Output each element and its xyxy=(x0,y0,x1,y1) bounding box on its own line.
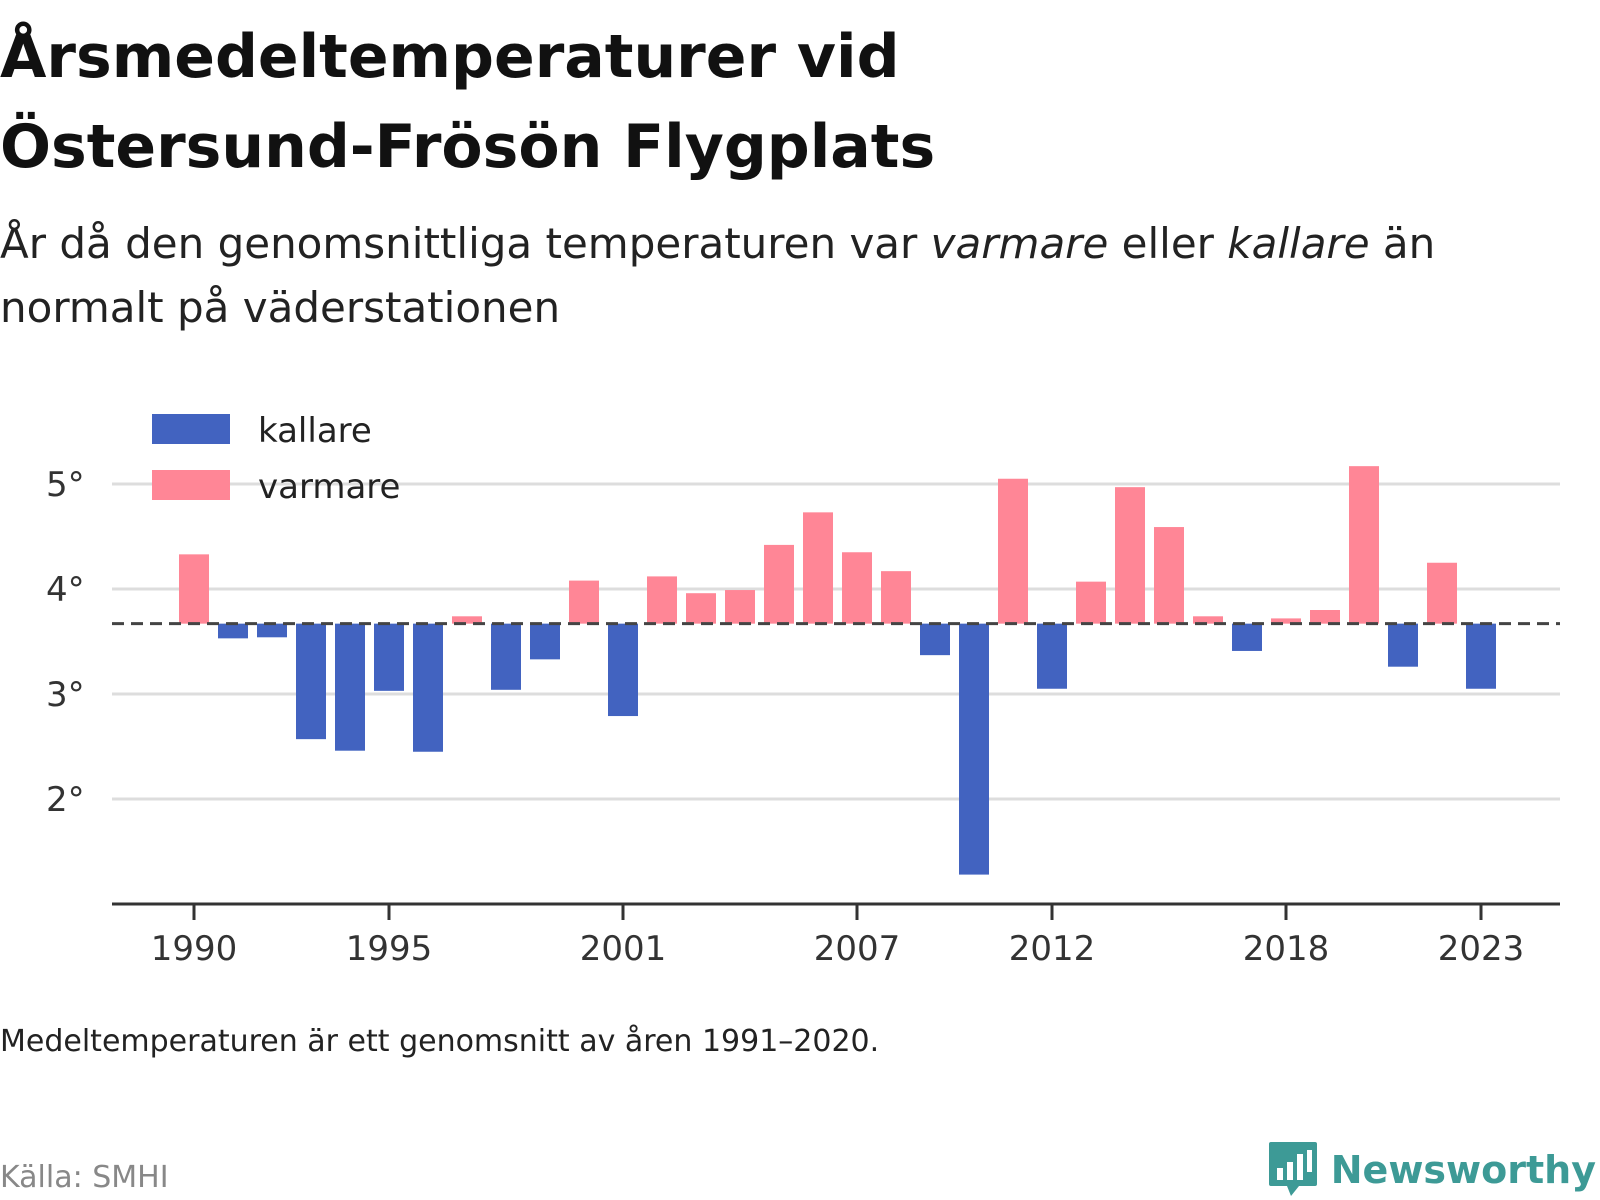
x-tick-label-2018: 2018 xyxy=(1243,929,1330,969)
bar-2008 xyxy=(881,571,911,624)
bar-1994 xyxy=(335,623,365,751)
legend-label-kallare: kallare xyxy=(258,411,372,451)
bar-2003 xyxy=(686,593,716,624)
bar-2005 xyxy=(764,544,794,624)
subtitle-part1: År då den genomsnittliga temperaturen va… xyxy=(0,219,931,268)
bar-2001 xyxy=(608,623,638,717)
bar-2000 xyxy=(569,580,599,624)
bar-2006 xyxy=(803,512,833,624)
x-tick-label-1990: 1990 xyxy=(151,929,238,969)
bar-1995 xyxy=(374,623,404,691)
bar-2013 xyxy=(1076,581,1106,624)
bar-1998 xyxy=(491,623,521,690)
bar-2012 xyxy=(1037,623,1067,689)
bar-2010 xyxy=(959,623,989,875)
bar-2022 xyxy=(1427,562,1457,624)
bar-1996 xyxy=(413,623,443,752)
bar-1990 xyxy=(179,554,209,624)
x-tick-label-2012: 2012 xyxy=(1009,929,1096,969)
newsworthy-logo: Newsworthy xyxy=(1267,1140,1596,1200)
bar-2018 xyxy=(1271,618,1301,624)
subtitle-cold-word: kallare xyxy=(1227,219,1370,268)
bar-1997 xyxy=(452,616,482,624)
bar-chart-speech-icon xyxy=(1268,1142,1317,1196)
chart-note: Medeltemperaturen är ett genomsnitt av å… xyxy=(0,1024,880,1059)
bar-2017 xyxy=(1232,623,1262,651)
y-tick-label-2: 2° xyxy=(46,780,85,820)
chart-subtitle: År då den genomsnittliga temperaturen va… xyxy=(0,212,1560,340)
brand-name: Newsworthy xyxy=(1330,1148,1596,1192)
bar-1992 xyxy=(257,623,287,638)
y-tick-label-3: 3° xyxy=(46,675,85,715)
bar-1991 xyxy=(218,623,248,639)
bar-2016 xyxy=(1193,616,1223,624)
bar-1993 xyxy=(296,623,326,740)
bar-2014 xyxy=(1115,487,1145,624)
bar-2021 xyxy=(1388,623,1418,667)
bar-2004 xyxy=(725,590,755,624)
bar-1999 xyxy=(530,623,560,660)
subtitle-part2: eller xyxy=(1108,219,1228,268)
bar-2002 xyxy=(647,576,677,624)
bar-2009 xyxy=(920,623,950,656)
bar-2023 xyxy=(1466,623,1496,689)
bar-2019 xyxy=(1310,610,1340,624)
x-tick-label-2001: 2001 xyxy=(580,929,667,969)
x-tick-label-1995: 1995 xyxy=(346,929,433,969)
bar-2007 xyxy=(842,552,872,624)
y-tick-label-4: 4° xyxy=(46,570,85,610)
bar-2011 xyxy=(998,478,1028,624)
legend-swatch-kallare xyxy=(152,414,230,444)
subtitle-part3: än normalt på väderstationen xyxy=(0,219,1436,332)
legend-label-varmare: varmare xyxy=(258,467,400,507)
chart-source: Källa: SMHI xyxy=(0,1160,169,1195)
subtitle-warm-word: varmare xyxy=(930,219,1109,268)
legend-swatch-varmare xyxy=(152,470,230,500)
x-tick-label-2007: 2007 xyxy=(814,929,901,969)
temperature-bar-chart: 2° 3° 4° 5° 1990 1995 2001 2007 2012 2018 2023 kall… xyxy=(46,411,1560,969)
chart-title: Årsmedeltemperaturer vid Östersund-Frösö… xyxy=(0,22,936,182)
x-tick-label-2023: 2023 xyxy=(1438,929,1525,969)
bar-2015 xyxy=(1154,527,1184,624)
bar-2020 xyxy=(1349,466,1379,624)
y-tick-label-5: 5° xyxy=(46,465,85,505)
